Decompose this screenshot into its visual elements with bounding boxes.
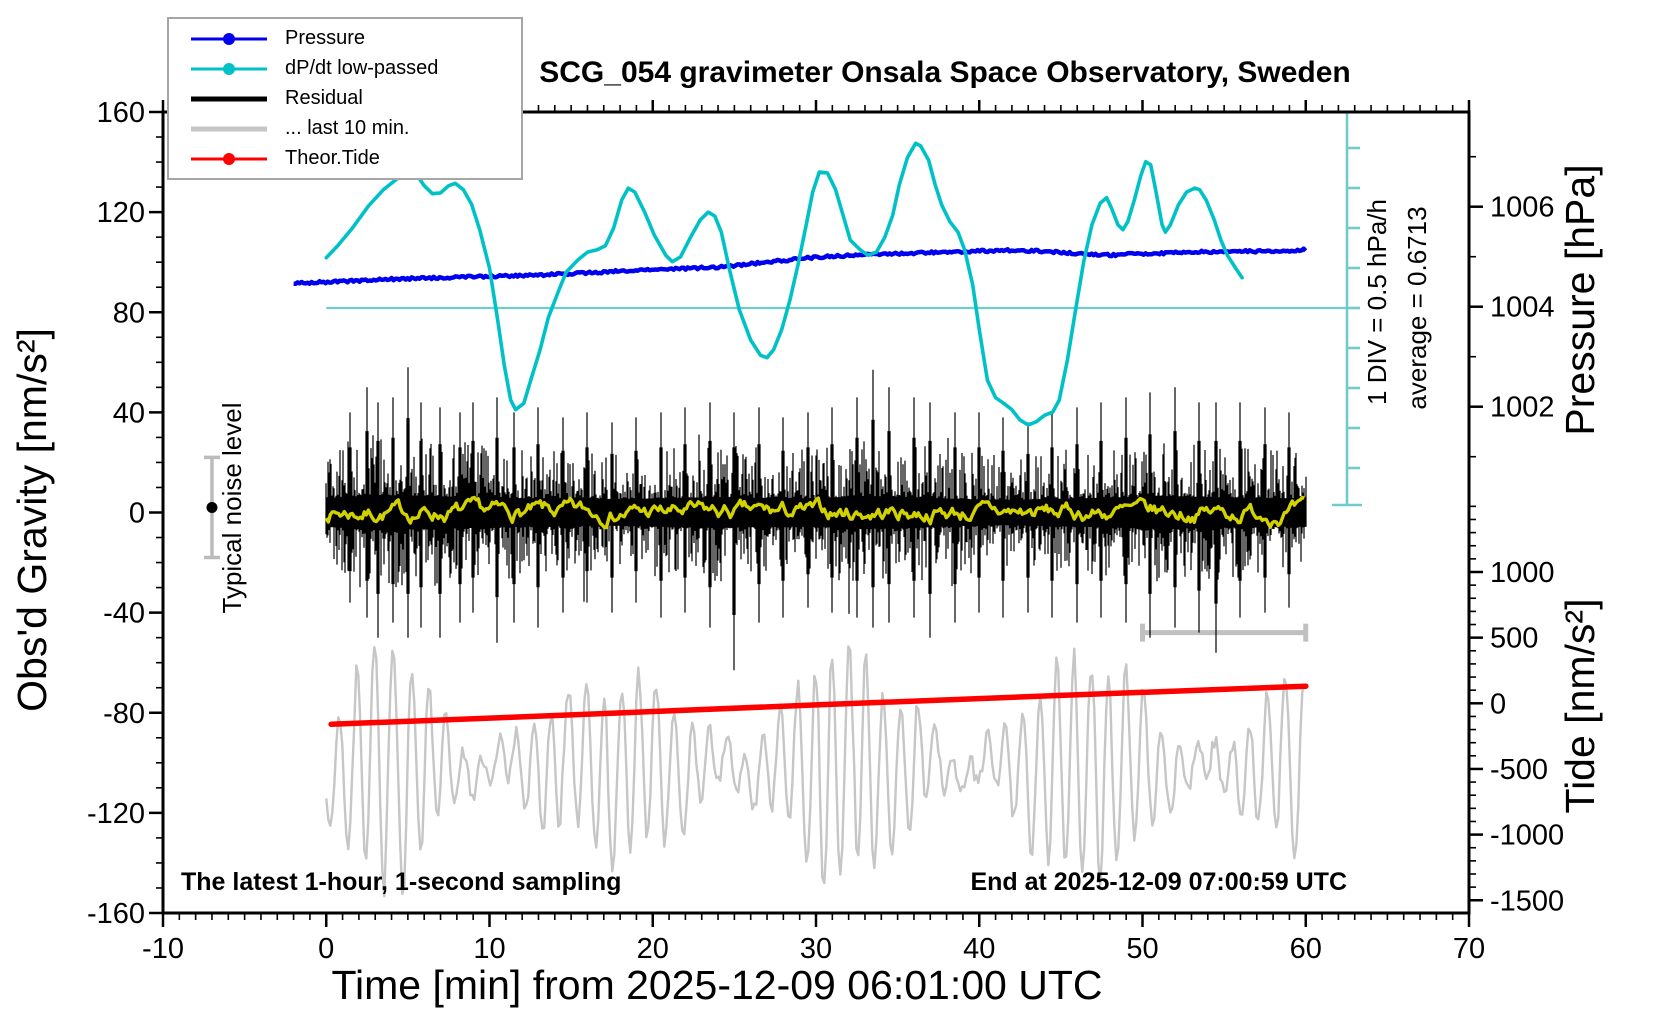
y-left-tick-label: -120 xyxy=(87,798,145,830)
legend-last10-line-icon xyxy=(191,114,267,144)
y-left-tick-label: -160 xyxy=(87,898,145,930)
axis-ticks-layer: -10 0 10 20 30 40 50 60 70 -160 -120 -80 -40 0 40 80 120… xyxy=(87,97,1564,965)
legend-residual-line xyxy=(191,96,267,101)
x-tick-label: 20 xyxy=(637,933,669,965)
residual-lowpass-series-line xyxy=(324,495,1305,530)
legend-pressure-dot-icon xyxy=(223,32,235,45)
last10min-series-line xyxy=(325,645,1306,898)
series-layer xyxy=(203,110,1362,898)
pressure-tick-label: 1006 xyxy=(1490,192,1555,224)
pressure-axis-title: Pressure [hPa] xyxy=(1557,164,1603,435)
sampling-note: The latest 1-hour, 1-second sampling xyxy=(181,868,621,896)
y-left-tick-label: 40 xyxy=(113,397,145,429)
noise-level-label: Typical noise level xyxy=(217,403,247,614)
end-time-note: End at 2025-12-09 07:00:59 UTC xyxy=(970,868,1347,896)
tide-tick-label: 1000 xyxy=(1490,557,1555,589)
y-left-tick-label: -40 xyxy=(103,598,145,630)
tide-axis-title: Tide [nm/s²] xyxy=(1557,599,1603,814)
legend-dpdt-dot-icon xyxy=(223,62,235,75)
legend-last10-line xyxy=(191,126,267,131)
tide-tick-label: -500 xyxy=(1490,754,1548,786)
legend: Pressure dP/dt low-passed Residual ... last… xyxy=(167,17,523,180)
legend-tide-dot-icon xyxy=(223,152,235,165)
x-tick-label: 10 xyxy=(473,933,505,965)
x-tick-label: 70 xyxy=(1453,933,1485,965)
pressure-tick-label: 1002 xyxy=(1490,392,1555,424)
tide-tick-label: 0 xyxy=(1490,688,1506,720)
tide-tick-label: 500 xyxy=(1490,623,1538,655)
theor-tide-series-line xyxy=(328,683,1309,728)
x-tick-label: 0 xyxy=(318,933,334,965)
residual-series-band xyxy=(325,367,1307,671)
legend-item-residual: Residual xyxy=(169,84,521,114)
div-scale-note: 1 DIV = 0.5 hPa/h xyxy=(1362,199,1392,405)
legend-item-last10: ... last 10 min. xyxy=(169,114,521,144)
x-tick-label: 60 xyxy=(1290,933,1322,965)
y-left-tick-label: 0 xyxy=(129,498,145,530)
x-tick-label: 50 xyxy=(1126,933,1158,965)
legend-tide-line-icon xyxy=(191,144,267,174)
x-axis-title: Time [min] from 2025-12-09 06:01:00 UTC xyxy=(332,962,1103,1008)
tide-tick-label: -1500 xyxy=(1490,885,1564,917)
y-left-tick-label: 80 xyxy=(113,297,145,329)
legend-last10-label: ... last 10 min. xyxy=(285,117,410,139)
tide-tick-label: -1000 xyxy=(1490,820,1564,852)
x-tick-label: 30 xyxy=(800,933,832,965)
dpdt-series-line xyxy=(324,141,1244,427)
legend-dpdt-label: dP/dt low-passed xyxy=(285,57,439,79)
legend-residual-line-icon xyxy=(191,84,267,114)
legend-dpdt-line-icon xyxy=(191,54,267,84)
chart-title: SCG_054 gravimeter Onsala Space Observat… xyxy=(539,56,1351,89)
y-left-tick-label: 160 xyxy=(97,97,145,129)
text-layer: SCG_054 gravimeter Onsala Space Observat… xyxy=(9,56,1603,1008)
x-tick-label: 40 xyxy=(963,933,995,965)
y-left-tick-label: 120 xyxy=(97,197,145,229)
legend-pressure-label: Pressure xyxy=(285,27,366,49)
y-left-tick-label: -80 xyxy=(103,698,145,730)
legend-item-pressure: Pressure xyxy=(169,24,521,54)
pressure-tick-label: 1004 xyxy=(1490,292,1555,324)
x-tick-label: -10 xyxy=(142,933,184,965)
legend-residual-label: Residual xyxy=(285,87,363,109)
y-left-axis-title: Obs'd Gravity [nm/s²] xyxy=(9,328,55,712)
noise-level-dot xyxy=(206,501,218,513)
legend-item-dpdt: dP/dt low-passed xyxy=(169,54,521,84)
legend-tide-label: Theor.Tide xyxy=(285,147,380,169)
legend-pressure-line-icon xyxy=(191,24,267,54)
legend-item-tide: Theor.Tide xyxy=(169,144,521,174)
average-note: average = 0.6713 xyxy=(1402,206,1432,409)
